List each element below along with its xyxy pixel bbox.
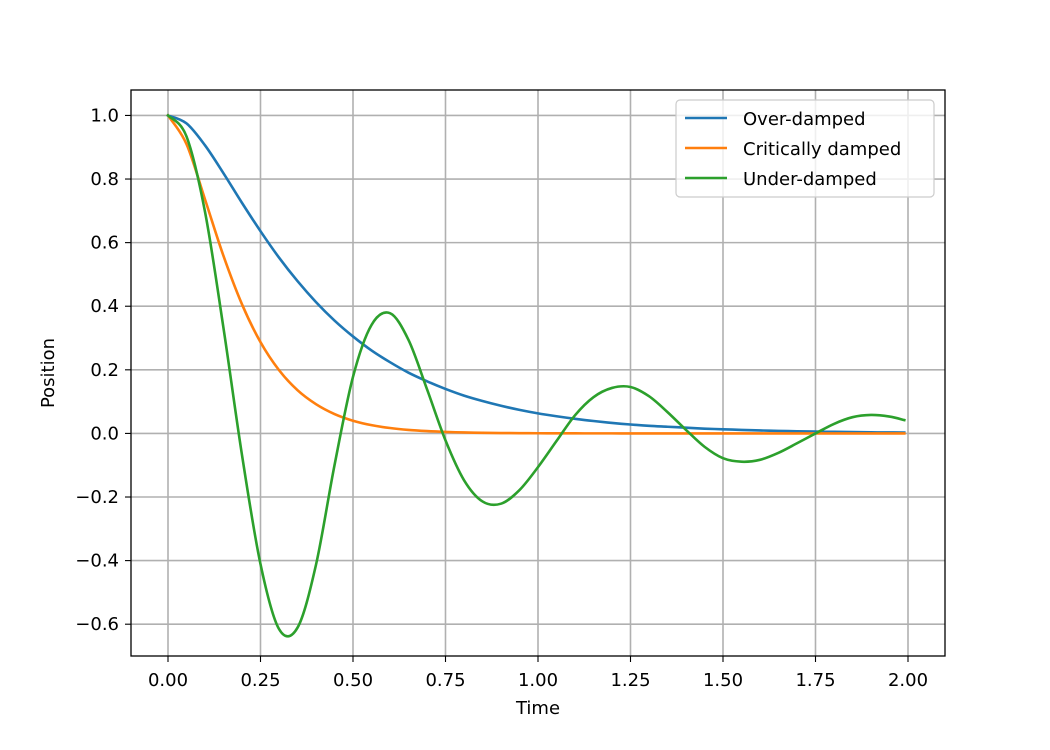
x-tick-label: 2.00 <box>888 670 928 691</box>
y-tick-label: 1.0 <box>90 105 119 126</box>
x-axis-title: Time <box>515 698 560 719</box>
x-tick-label: 1.75 <box>795 670 835 691</box>
x-tick-label: 1.00 <box>518 670 558 691</box>
x-tick-label: 1.25 <box>610 670 650 691</box>
legend-label-over-damped: Over-damped <box>743 109 866 130</box>
legend-frame <box>675 99 935 198</box>
axis-ticks: 0.00 0.25 0.50 0.75 1.00 1.25 1.50 1.75 2.00 −0.6… <box>75 105 928 691</box>
y-tick-label: 0.2 <box>90 360 119 381</box>
y-axis-title: Position <box>38 338 59 408</box>
y-tick-label: −0.6 <box>75 614 119 635</box>
y-tick-label: −0.2 <box>75 487 119 508</box>
y-tick-label: 0.4 <box>90 296 119 317</box>
legend-label-critically-damped: Critically damped <box>743 139 901 160</box>
series-lines <box>166 113 906 638</box>
x-tick-label: 0.50 <box>333 670 373 691</box>
legend: Over-damped Critically damped Under-damped <box>675 99 935 198</box>
y-tick-label: 0.6 <box>90 233 119 254</box>
x-tick-label: 0.25 <box>240 670 280 691</box>
series-line-over-damped <box>166 113 906 434</box>
series-line-critically-damped <box>166 113 906 435</box>
x-tick-label: 0.00 <box>148 670 188 691</box>
y-tick-label: −0.4 <box>75 551 119 572</box>
y-tick-label: 0.0 <box>90 423 119 444</box>
x-tick-label: 1.50 <box>703 670 743 691</box>
series-line-under-damped <box>166 113 906 638</box>
legend-label-under-damped: Under-damped <box>743 169 877 190</box>
x-tick-label: 0.75 <box>425 670 465 691</box>
y-tick-label: 0.8 <box>90 169 119 190</box>
